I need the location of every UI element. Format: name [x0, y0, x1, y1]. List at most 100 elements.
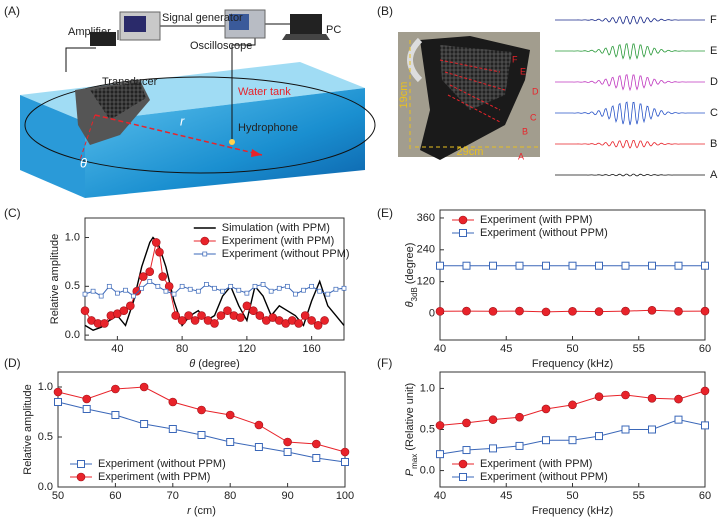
photo-letter: A [518, 151, 524, 161]
marker [168, 397, 178, 407]
marker [568, 400, 577, 410]
marker [700, 386, 710, 396]
marker [100, 319, 109, 328]
marker [119, 306, 129, 316]
marker [462, 306, 471, 316]
marker [195, 288, 201, 294]
marker [435, 421, 445, 430]
marker [300, 311, 310, 320]
marker [462, 261, 471, 270]
legend-label: Experiment (without PPM) [98, 458, 226, 470]
marker [155, 247, 164, 257]
marker [489, 444, 497, 453]
marker [568, 307, 577, 316]
legend-label: Experiment (with PPM) [98, 471, 210, 483]
marker [226, 438, 235, 446]
photo-letter: E [520, 66, 526, 76]
x-tick-label: 160 [302, 343, 320, 355]
marker [145, 267, 155, 276]
geometry-label: θ [80, 155, 87, 170]
marker [621, 425, 630, 434]
marker [54, 398, 62, 406]
marker [648, 425, 656, 434]
marker [283, 437, 292, 447]
marker [252, 283, 258, 289]
legend-marker [76, 472, 86, 482]
marker [163, 288, 169, 294]
x-tick-label: 50 [52, 490, 64, 502]
legend-label: Simulation (with PPM) [222, 222, 330, 234]
marker [111, 384, 120, 394]
marker [674, 261, 683, 270]
marker [317, 288, 323, 294]
waveform [555, 173, 705, 177]
axis-label-part: (degree) [404, 243, 416, 288]
x-axis-label: θ (degree) [189, 358, 240, 370]
marker [568, 436, 577, 445]
marker [147, 279, 153, 284]
marker [515, 441, 524, 450]
axis-label-part: θ [404, 301, 416, 307]
marker [115, 290, 120, 296]
y-axis-label: Pmax (Relative unit) [404, 383, 419, 476]
marker [184, 311, 193, 320]
x-tick-label: 60 [109, 490, 121, 502]
waveform-label: F [710, 14, 717, 26]
x-tick-label: 70 [167, 490, 179, 502]
device-label: Amplifier [68, 26, 111, 38]
marker [674, 307, 683, 316]
y-tick-label: 0.0 [38, 481, 53, 493]
marker [515, 306, 524, 316]
marker [542, 436, 550, 445]
marker [220, 288, 225, 294]
marker [594, 307, 604, 316]
marker [284, 283, 290, 289]
marker [197, 431, 206, 439]
marker [333, 286, 339, 292]
panel-label: (B) [377, 4, 393, 18]
dimension-label: 29cm [457, 146, 484, 158]
marker [260, 282, 266, 287]
x-tick-label: 60 [699, 343, 711, 355]
marker [312, 454, 321, 462]
marker [177, 316, 187, 325]
y-tick-label: 0.0 [65, 329, 80, 341]
legend-marker [458, 459, 468, 469]
x-tick-label: 45 [500, 343, 512, 355]
marker [488, 307, 498, 316]
x-tick-label: 55 [633, 490, 645, 502]
marker [90, 288, 96, 294]
axis-label-part: Frequency (kHz) [532, 505, 613, 517]
x-tick-label: 120 [238, 343, 256, 355]
y-tick-label: 1.0 [38, 381, 53, 393]
marker [488, 415, 498, 424]
marker [268, 288, 274, 294]
marker [225, 410, 235, 420]
marker [647, 305, 657, 315]
marker [80, 306, 90, 316]
photo-letter: C [530, 112, 537, 122]
marker [276, 285, 282, 291]
series-line [57, 386, 346, 453]
marker [542, 261, 550, 270]
legend-marker [202, 251, 208, 257]
plot-frame [57, 371, 346, 488]
y-tick-label: 0 [429, 307, 435, 319]
legend-label: Experiment (with PPM) [222, 235, 334, 247]
legend-label: Experiment (without PPM) [222, 248, 350, 260]
marker [132, 286, 142, 296]
marker [594, 392, 604, 401]
marker [340, 447, 350, 457]
plot-frame [84, 217, 345, 341]
marker [621, 261, 630, 270]
marker [98, 293, 104, 299]
panel-label: (A) [4, 4, 20, 18]
marker [171, 311, 180, 320]
waveform [555, 74, 705, 92]
axis-label-part: max [410, 454, 419, 469]
legend-label: Experiment (with PPM) [480, 458, 592, 470]
y-tick-label: 120 [417, 276, 435, 288]
marker [568, 261, 577, 270]
axis-label-part: Frequency (kHz) [532, 358, 613, 370]
marker [309, 283, 314, 289]
